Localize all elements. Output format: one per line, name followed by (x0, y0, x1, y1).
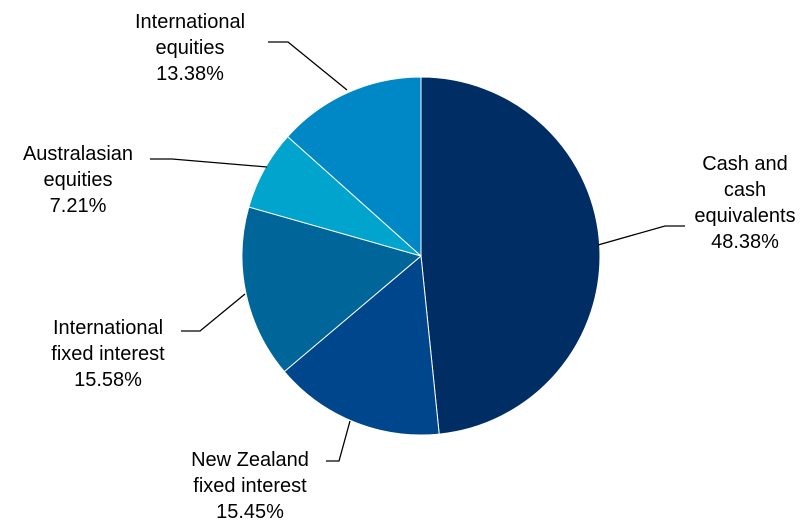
pie-slices (241, 76, 601, 436)
slice-name-line: Australasian (23, 143, 133, 165)
slice-label: Cash and cash equivalents 48.38% (694, 153, 795, 253)
leader-line (597, 225, 685, 246)
slice-name-line: International (53, 317, 163, 339)
leader-line (326, 420, 351, 462)
slice-name-line: fixed interest (51, 343, 165, 365)
slice-labels: Cash and cash equivalents 48.38% New Zealand… (23, 11, 796, 522)
slice-name-line: New Zealand (191, 449, 309, 471)
slice-percent: 15.45% (216, 501, 284, 522)
slice-percent: 7.21% (50, 195, 107, 217)
slice-label: New Zealand fixed interest 15.45% (191, 449, 309, 522)
slice-name-line: International (135, 11, 245, 33)
slice-name-line: cash (724, 179, 766, 201)
slice-name-line: fixed interest (193, 475, 307, 497)
leader-lines (150, 41, 685, 462)
slice-label: Australasian equities 7.21% (23, 143, 133, 217)
slice-name-line: Cash and (702, 153, 788, 175)
slice-label: International fixed interest 15.58% (51, 317, 165, 391)
pie-slice (241, 206, 423, 373)
slice-percent: 15.58% (74, 369, 142, 391)
leader-line (268, 41, 348, 91)
slice-name-line: equivalents (694, 205, 795, 227)
slice-percent: 48.38% (711, 231, 779, 253)
slice-percent: 13.38% (156, 63, 224, 85)
slice-name-line: equities (44, 169, 113, 191)
pie-slice (420, 76, 601, 435)
pie-slice (286, 76, 422, 258)
leader-line (150, 158, 268, 168)
leader-line (181, 293, 246, 332)
slice-label: International equities 13.38% (135, 11, 245, 85)
pie-slice (283, 255, 440, 436)
slice-name-line: equities (156, 37, 225, 59)
